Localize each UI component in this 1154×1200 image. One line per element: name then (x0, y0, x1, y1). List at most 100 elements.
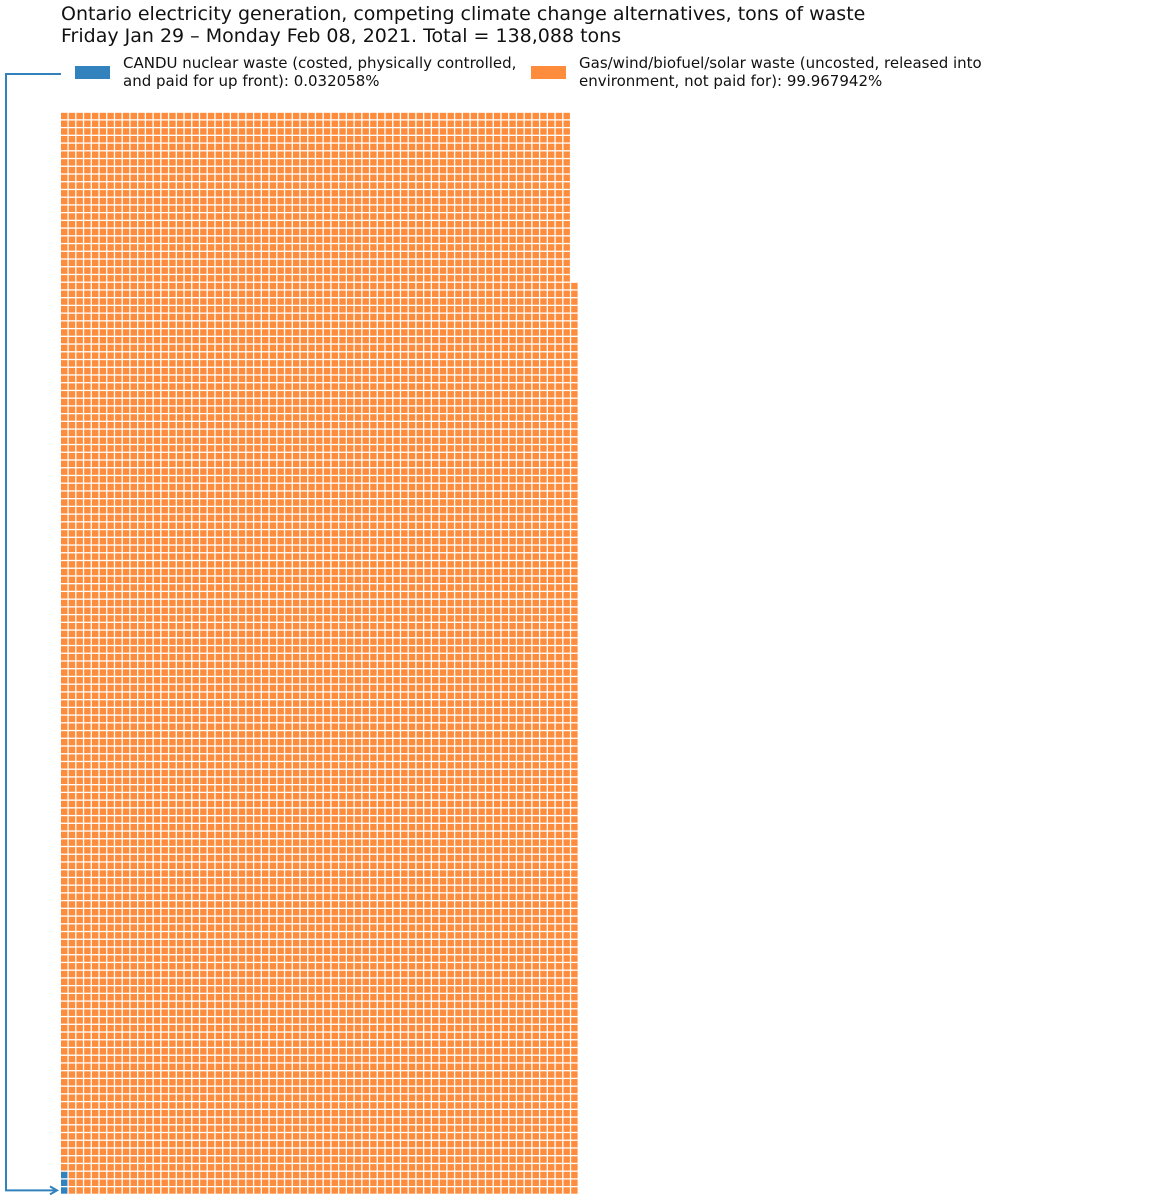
waffle-cell-other (146, 630, 153, 638)
waffle-cell-other (192, 994, 199, 1001)
waffle-cell-other (316, 901, 323, 908)
waffle-cell-other (200, 135, 207, 143)
waffle-cell-other (61, 847, 68, 854)
waffle-cell-other (184, 893, 192, 900)
waffle-cell-other (223, 1109, 230, 1117)
waffle-cell-other (107, 738, 114, 746)
waffle-cell-other (146, 1024, 153, 1032)
waffle-cell-other (246, 561, 253, 568)
waffle-cell-other (323, 213, 331, 220)
waffle-cell-other (68, 908, 76, 916)
waffle-cell-other (153, 298, 161, 305)
waffle-cell-other (176, 839, 184, 846)
waffle-cell-other (99, 1187, 107, 1194)
waffle-cell-other (316, 885, 323, 893)
waffle-cell-other (323, 352, 331, 359)
waffle-cell-other (76, 545, 83, 553)
waffle-cell-other (277, 1055, 284, 1063)
waffle-cell-other (76, 1179, 83, 1186)
waffle-cell-other (285, 112, 292, 120)
waffle-cell-other (261, 530, 269, 537)
waffle-cell-other (246, 507, 253, 514)
waffle-cell-other (61, 808, 68, 815)
waffle-cell-other (99, 476, 107, 483)
waffle-cell-other (153, 491, 161, 498)
waffle-cell-other (254, 638, 261, 645)
waffle-cell-other (68, 236, 76, 243)
waffle-cell-other (261, 622, 269, 630)
waffle-cell-other (261, 847, 269, 854)
waffle-cell-other (161, 244, 168, 251)
waffle-cell-other (84, 197, 91, 205)
waffle-cell-other (176, 769, 184, 777)
waffle-cell-other (215, 947, 223, 955)
waffle-cell-other (107, 646, 114, 653)
waffle-cell-other (292, 754, 300, 761)
waffle-cell-other (277, 839, 284, 846)
waffle-cell-other (68, 1148, 76, 1156)
waffle-cell-other (176, 1086, 184, 1094)
waffle-cell-other (331, 939, 338, 947)
waffle-cell-other (223, 1040, 230, 1047)
waffle-cell-other (292, 568, 300, 576)
waffle-cell-other (122, 584, 130, 591)
waffle-cell-other (169, 677, 176, 684)
waffle-cell-other (176, 491, 184, 498)
waffle-cell-other (207, 692, 215, 699)
waffle-cell-other (130, 708, 137, 715)
waffle-cell-other (277, 1001, 284, 1009)
waffle-cell-other (277, 731, 284, 738)
waffle-cell-other (146, 414, 153, 421)
waffle-cell-other (223, 1156, 230, 1163)
waffle-cell-other (161, 275, 168, 282)
waffle-cell-other (323, 306, 331, 313)
waffle-cell-other (316, 924, 323, 931)
waffle-cell-other (130, 398, 137, 406)
waffle-cell-other (130, 955, 137, 962)
waffle-cell-other (316, 970, 323, 978)
waffle-cell-other (84, 174, 91, 182)
waffle-cell-other (169, 1164, 176, 1171)
waffle-cell-other (269, 313, 277, 321)
waffle-cell-other (238, 259, 246, 267)
waffle-cell-other (200, 282, 207, 290)
waffle-cell-other (238, 1179, 246, 1186)
waffle-cell-other (200, 522, 207, 529)
waffle-cell-other (146, 885, 153, 893)
waffle-cell-other (91, 491, 99, 498)
waffle-cell-other (68, 963, 76, 970)
waffle-cell-other (91, 847, 99, 854)
waffle-cell-other (292, 251, 300, 259)
waffle-cell-other (130, 924, 137, 931)
waffle-cell-other (76, 429, 83, 437)
waffle-cell-other (246, 893, 253, 900)
waffle-cell-other (308, 1048, 315, 1055)
waffle-cell-other (130, 1171, 137, 1179)
waffle-cell-other (153, 1001, 161, 1009)
waffle-cell-other (246, 135, 253, 143)
waffle-cell-other (292, 228, 300, 236)
waffle-cell-other (161, 994, 168, 1001)
waffle-cell-other (223, 1094, 230, 1101)
waffle-cell-other (153, 383, 161, 390)
waffle-cell-other (308, 360, 315, 367)
waffle-cell-other (184, 1133, 192, 1140)
waffle-cell-other (200, 769, 207, 777)
waffle-cell-other (223, 908, 230, 916)
waffle-cell-other (331, 646, 338, 653)
waffle-cell-other (292, 1094, 300, 1101)
waffle-cell-other (254, 777, 261, 785)
waffle-cell-other (184, 1048, 192, 1055)
waffle-cell-other (269, 244, 277, 251)
waffle-cell-other (223, 854, 230, 862)
waffle-cell-other (91, 483, 99, 491)
waffle-cell-other (215, 1164, 223, 1171)
waffle-cell-other (223, 367, 230, 375)
waffle-cell-other (300, 831, 308, 839)
waffle-cell-other (130, 653, 137, 661)
waffle-cell-other (231, 870, 238, 877)
waffle-cell-other (285, 537, 292, 545)
waffle-cell-other (153, 862, 161, 870)
waffle-cell-other (153, 839, 161, 846)
waffle-cell-other (300, 568, 308, 576)
